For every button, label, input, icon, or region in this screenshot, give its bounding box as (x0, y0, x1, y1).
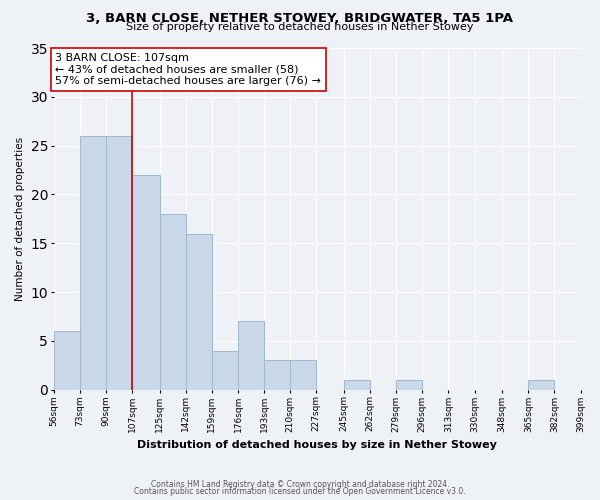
Bar (212, 350, 238, 390)
Text: Size of property relative to detached houses in Nether Stowey: Size of property relative to detached ho… (126, 22, 474, 32)
Bar (54, 331, 80, 390)
Bar (160, 214, 186, 390)
Text: 3, BARN CLOSE, NETHER STOWEY, BRIDGWATER, TA5 1PA: 3, BARN CLOSE, NETHER STOWEY, BRIDGWATER… (86, 12, 514, 24)
Y-axis label: Number of detached properties: Number of detached properties (15, 137, 25, 301)
Text: 3 BARN CLOSE: 107sqm
← 43% of detached houses are smaller (58)
57% of semi-detac: 3 BARN CLOSE: 107sqm ← 43% of detached h… (55, 53, 321, 86)
Bar (528, 380, 554, 390)
Text: Contains HM Land Registry data © Crown copyright and database right 2024.: Contains HM Land Registry data © Crown c… (151, 480, 449, 489)
Bar (238, 322, 264, 390)
X-axis label: Distribution of detached houses by size in Nether Stowey: Distribution of detached houses by size … (137, 440, 497, 450)
Bar (80, 136, 106, 390)
Bar (132, 175, 160, 390)
Bar (396, 380, 422, 390)
Bar (290, 360, 316, 390)
Bar (344, 380, 370, 390)
Bar (264, 360, 290, 390)
Bar (106, 136, 132, 390)
Bar (186, 234, 212, 390)
Text: Contains public sector information licensed under the Open Government Licence v3: Contains public sector information licen… (134, 487, 466, 496)
